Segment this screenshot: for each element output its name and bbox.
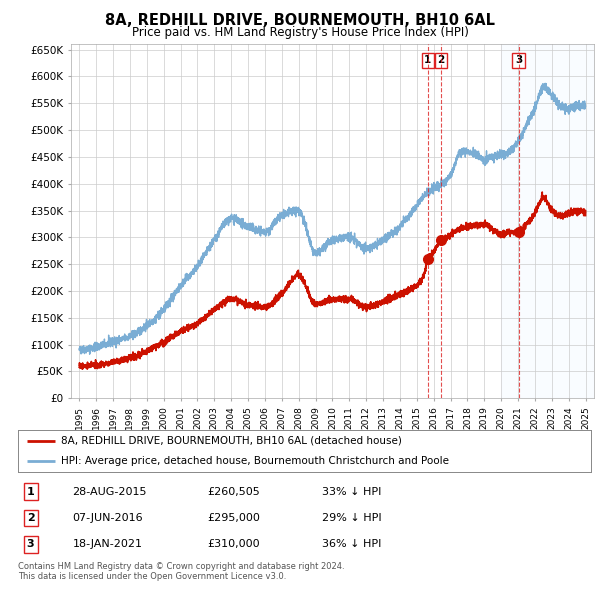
Text: £260,505: £260,505 [207,487,260,497]
Text: 36% ↓ HPI: 36% ↓ HPI [322,539,381,549]
Text: 33% ↓ HPI: 33% ↓ HPI [322,487,381,497]
Text: £310,000: £310,000 [207,539,260,549]
Text: 1: 1 [27,487,34,497]
Text: 2: 2 [437,55,445,65]
Text: 3: 3 [27,539,34,549]
Text: Price paid vs. HM Land Registry's House Price Index (HPI): Price paid vs. HM Land Registry's House … [131,26,469,39]
Text: 29% ↓ HPI: 29% ↓ HPI [322,513,382,523]
Text: 07-JUN-2016: 07-JUN-2016 [73,513,143,523]
Text: £295,000: £295,000 [207,513,260,523]
Bar [501,44,594,398]
Text: Contains HM Land Registry data © Crown copyright and database right 2024.
This d: Contains HM Land Registry data © Crown c… [18,562,344,581]
Text: HPI: Average price, detached house, Bournemouth Christchurch and Poole: HPI: Average price, detached house, Bour… [61,455,449,466]
Text: 8A, REDHILL DRIVE, BOURNEMOUTH, BH10 6AL: 8A, REDHILL DRIVE, BOURNEMOUTH, BH10 6AL [105,13,495,28]
Text: 1: 1 [424,55,431,65]
Text: 8A, REDHILL DRIVE, BOURNEMOUTH, BH10 6AL (detached house): 8A, REDHILL DRIVE, BOURNEMOUTH, BH10 6AL… [61,436,402,446]
Text: 2: 2 [27,513,34,523]
Text: 3: 3 [515,55,523,65]
Text: 28-AUG-2015: 28-AUG-2015 [73,487,147,497]
Text: 18-JAN-2021: 18-JAN-2021 [73,539,142,549]
